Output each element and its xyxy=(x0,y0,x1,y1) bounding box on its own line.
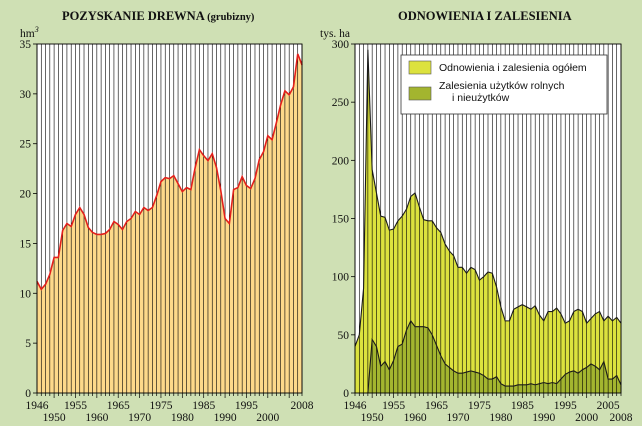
left-x-tick-label: 1980 xyxy=(171,412,194,424)
left-y-unit: hm3 xyxy=(20,25,39,40)
right-y-tick-label: 0 xyxy=(343,388,349,400)
right-x-tick-label: 1955 xyxy=(382,400,405,412)
right-series-2-area xyxy=(367,320,621,393)
right-y-unit: tys. ha xyxy=(320,28,350,40)
right-x-tick-label: 1995 xyxy=(554,400,577,412)
right-x-tick-label: 1980 xyxy=(489,412,512,424)
left-x-tick-label: 2000 xyxy=(256,412,279,424)
right-x-tick-label: 1970 xyxy=(446,412,469,424)
left-chart-title: POZYSKANIE DREWNA (grubizny) xyxy=(62,9,255,23)
left-x-tick-label: 2008 xyxy=(291,400,314,412)
left-x-tick-label: 1990 xyxy=(214,412,237,424)
legend-label-total: Odnowienia i zalesienia ogółem xyxy=(439,62,587,74)
left-y-tick-label: 30 xyxy=(20,89,32,101)
left-y-tick-label: 25 xyxy=(20,139,32,151)
left-x-tick-label: 1985 xyxy=(192,400,215,412)
right-series-2-line xyxy=(367,319,622,394)
right-y-tick-label: 250 xyxy=(332,97,350,109)
right-series-1-line xyxy=(354,49,622,347)
legend: Odnowienia i zalesienia ogółem Zalesieni… xyxy=(400,54,608,115)
right-x-tick-label: 1990 xyxy=(532,412,555,424)
right-x-tick-label: 2008 xyxy=(610,412,633,424)
right-y-tick-label: 100 xyxy=(332,272,350,284)
right-series-1-area xyxy=(355,49,621,393)
left-plot-area xyxy=(36,44,303,393)
right-x-tick-label: 2005 xyxy=(597,400,620,412)
left-series-1-line xyxy=(36,53,303,291)
left-x-tick-label: 1970 xyxy=(128,412,151,424)
right-x-tick-label: 2000 xyxy=(575,412,598,424)
legend-swatch-agri xyxy=(408,86,432,101)
left-x-tick-label: 1995 xyxy=(235,400,258,412)
right-y-tick-label: 200 xyxy=(332,155,350,167)
legend-box xyxy=(400,54,608,115)
right-y-tick-label: 150 xyxy=(332,214,350,226)
left-y-tick-label: 35 xyxy=(20,39,32,51)
right-y-tick-label: 50 xyxy=(338,330,350,342)
left-y-tick-label: 0 xyxy=(25,388,31,400)
right-chart-title: ODNOWIENIA I ZALESIENIA xyxy=(398,9,572,23)
right-x-tick-label: 1965 xyxy=(425,400,448,412)
left-x-tick-label: 1965 xyxy=(107,400,130,412)
right-y-tick-label: 300 xyxy=(332,39,350,51)
right-x-tick-label: 1960 xyxy=(404,412,427,424)
right-x-tick-label: 1950 xyxy=(361,412,384,424)
legend-label-agri: Zalesienia użytków rolnych i nieużytków xyxy=(439,80,565,104)
left-y-tick-label: 5 xyxy=(25,338,31,350)
left-y-tick-label: 10 xyxy=(20,288,32,300)
legend-swatch-total xyxy=(408,60,432,75)
left-x-tick-label: 1975 xyxy=(149,400,172,412)
left-x-tick-label: 1946 xyxy=(26,400,49,412)
left-y-tick-label: 20 xyxy=(20,189,32,201)
left-x-tick-label: 1955 xyxy=(64,400,87,412)
right-x-tick-label: 1975 xyxy=(468,400,491,412)
left-y-tick-label: 15 xyxy=(20,238,32,250)
left-x-tick-label: 1960 xyxy=(85,412,108,424)
right-x-tick-label: 1985 xyxy=(511,400,534,412)
left-x-tick-label: 1950 xyxy=(43,412,66,424)
right-x-tick-label: 1946 xyxy=(344,400,367,412)
